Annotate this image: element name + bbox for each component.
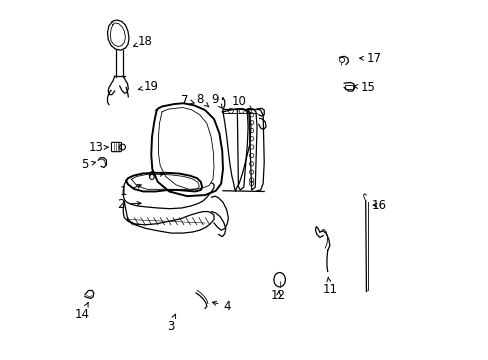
- Text: 12: 12: [270, 289, 285, 302]
- Text: 13: 13: [88, 141, 108, 154]
- Text: 17: 17: [359, 52, 381, 65]
- Text: 16: 16: [371, 199, 386, 212]
- Text: 18: 18: [133, 35, 152, 49]
- Text: 1: 1: [120, 184, 141, 198]
- Text: 9: 9: [211, 93, 222, 108]
- Text: 11: 11: [322, 277, 337, 296]
- Text: 4: 4: [212, 300, 230, 313]
- Text: 19: 19: [138, 80, 159, 93]
- Text: 3: 3: [166, 314, 175, 333]
- Text: 7: 7: [180, 94, 194, 107]
- Text: 2: 2: [117, 198, 141, 211]
- Text: 8: 8: [196, 93, 208, 107]
- Bar: [344, 85, 352, 89]
- Text: 15: 15: [353, 81, 375, 94]
- Text: 10: 10: [231, 95, 252, 110]
- Text: 14: 14: [75, 302, 90, 321]
- Text: 5: 5: [81, 158, 95, 171]
- Text: 6: 6: [146, 170, 163, 183]
